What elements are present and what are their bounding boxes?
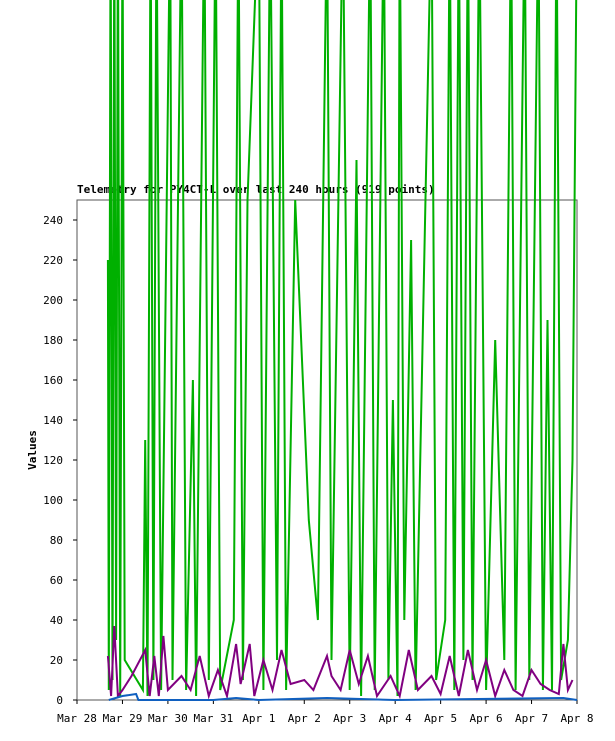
x-tick-label: Apr 8 — [560, 712, 593, 725]
x-tick-label: Apr 6 — [470, 712, 503, 725]
y-tick-label: 100 — [43, 494, 63, 507]
y-tick-label: 20 — [50, 654, 63, 667]
x-tick-label: Apr 3 — [333, 712, 366, 725]
y-tick-label: 200 — [43, 294, 63, 307]
series-line — [106, 0, 578, 697]
y-tick-label: 220 — [43, 254, 63, 267]
x-tick-label: Mar 31 — [193, 712, 233, 725]
y-tick-label: 120 — [43, 454, 63, 467]
y-tick-label: 60 — [50, 574, 63, 587]
x-tick-label: Apr 7 — [515, 712, 548, 725]
x-tick-label: Apr 5 — [424, 712, 457, 725]
series-line — [106, 625, 574, 700]
x-tick-label: Mar 30 — [148, 712, 188, 725]
y-tick-label: 180 — [43, 334, 63, 347]
y-tick-label: 0 — [56, 694, 63, 707]
y-tick-label: 140 — [43, 414, 63, 427]
x-tick-label: Apr 1 — [242, 712, 275, 725]
x-tick-label: Mar 29 — [103, 712, 143, 725]
x-tick-label: Apr 4 — [379, 712, 412, 725]
y-tick-label: 160 — [43, 374, 63, 387]
y-tick-label: 80 — [50, 534, 63, 547]
y-tick-label: 40 — [50, 614, 63, 627]
x-tick-label: Mar 28 — [57, 712, 97, 725]
x-tick-label: Apr 2 — [288, 712, 321, 725]
series-line — [108, 692, 578, 702]
y-tick-label: 240 — [43, 214, 63, 227]
y-axis-label: Values — [26, 430, 39, 470]
plot-frame — [76, 199, 578, 701]
